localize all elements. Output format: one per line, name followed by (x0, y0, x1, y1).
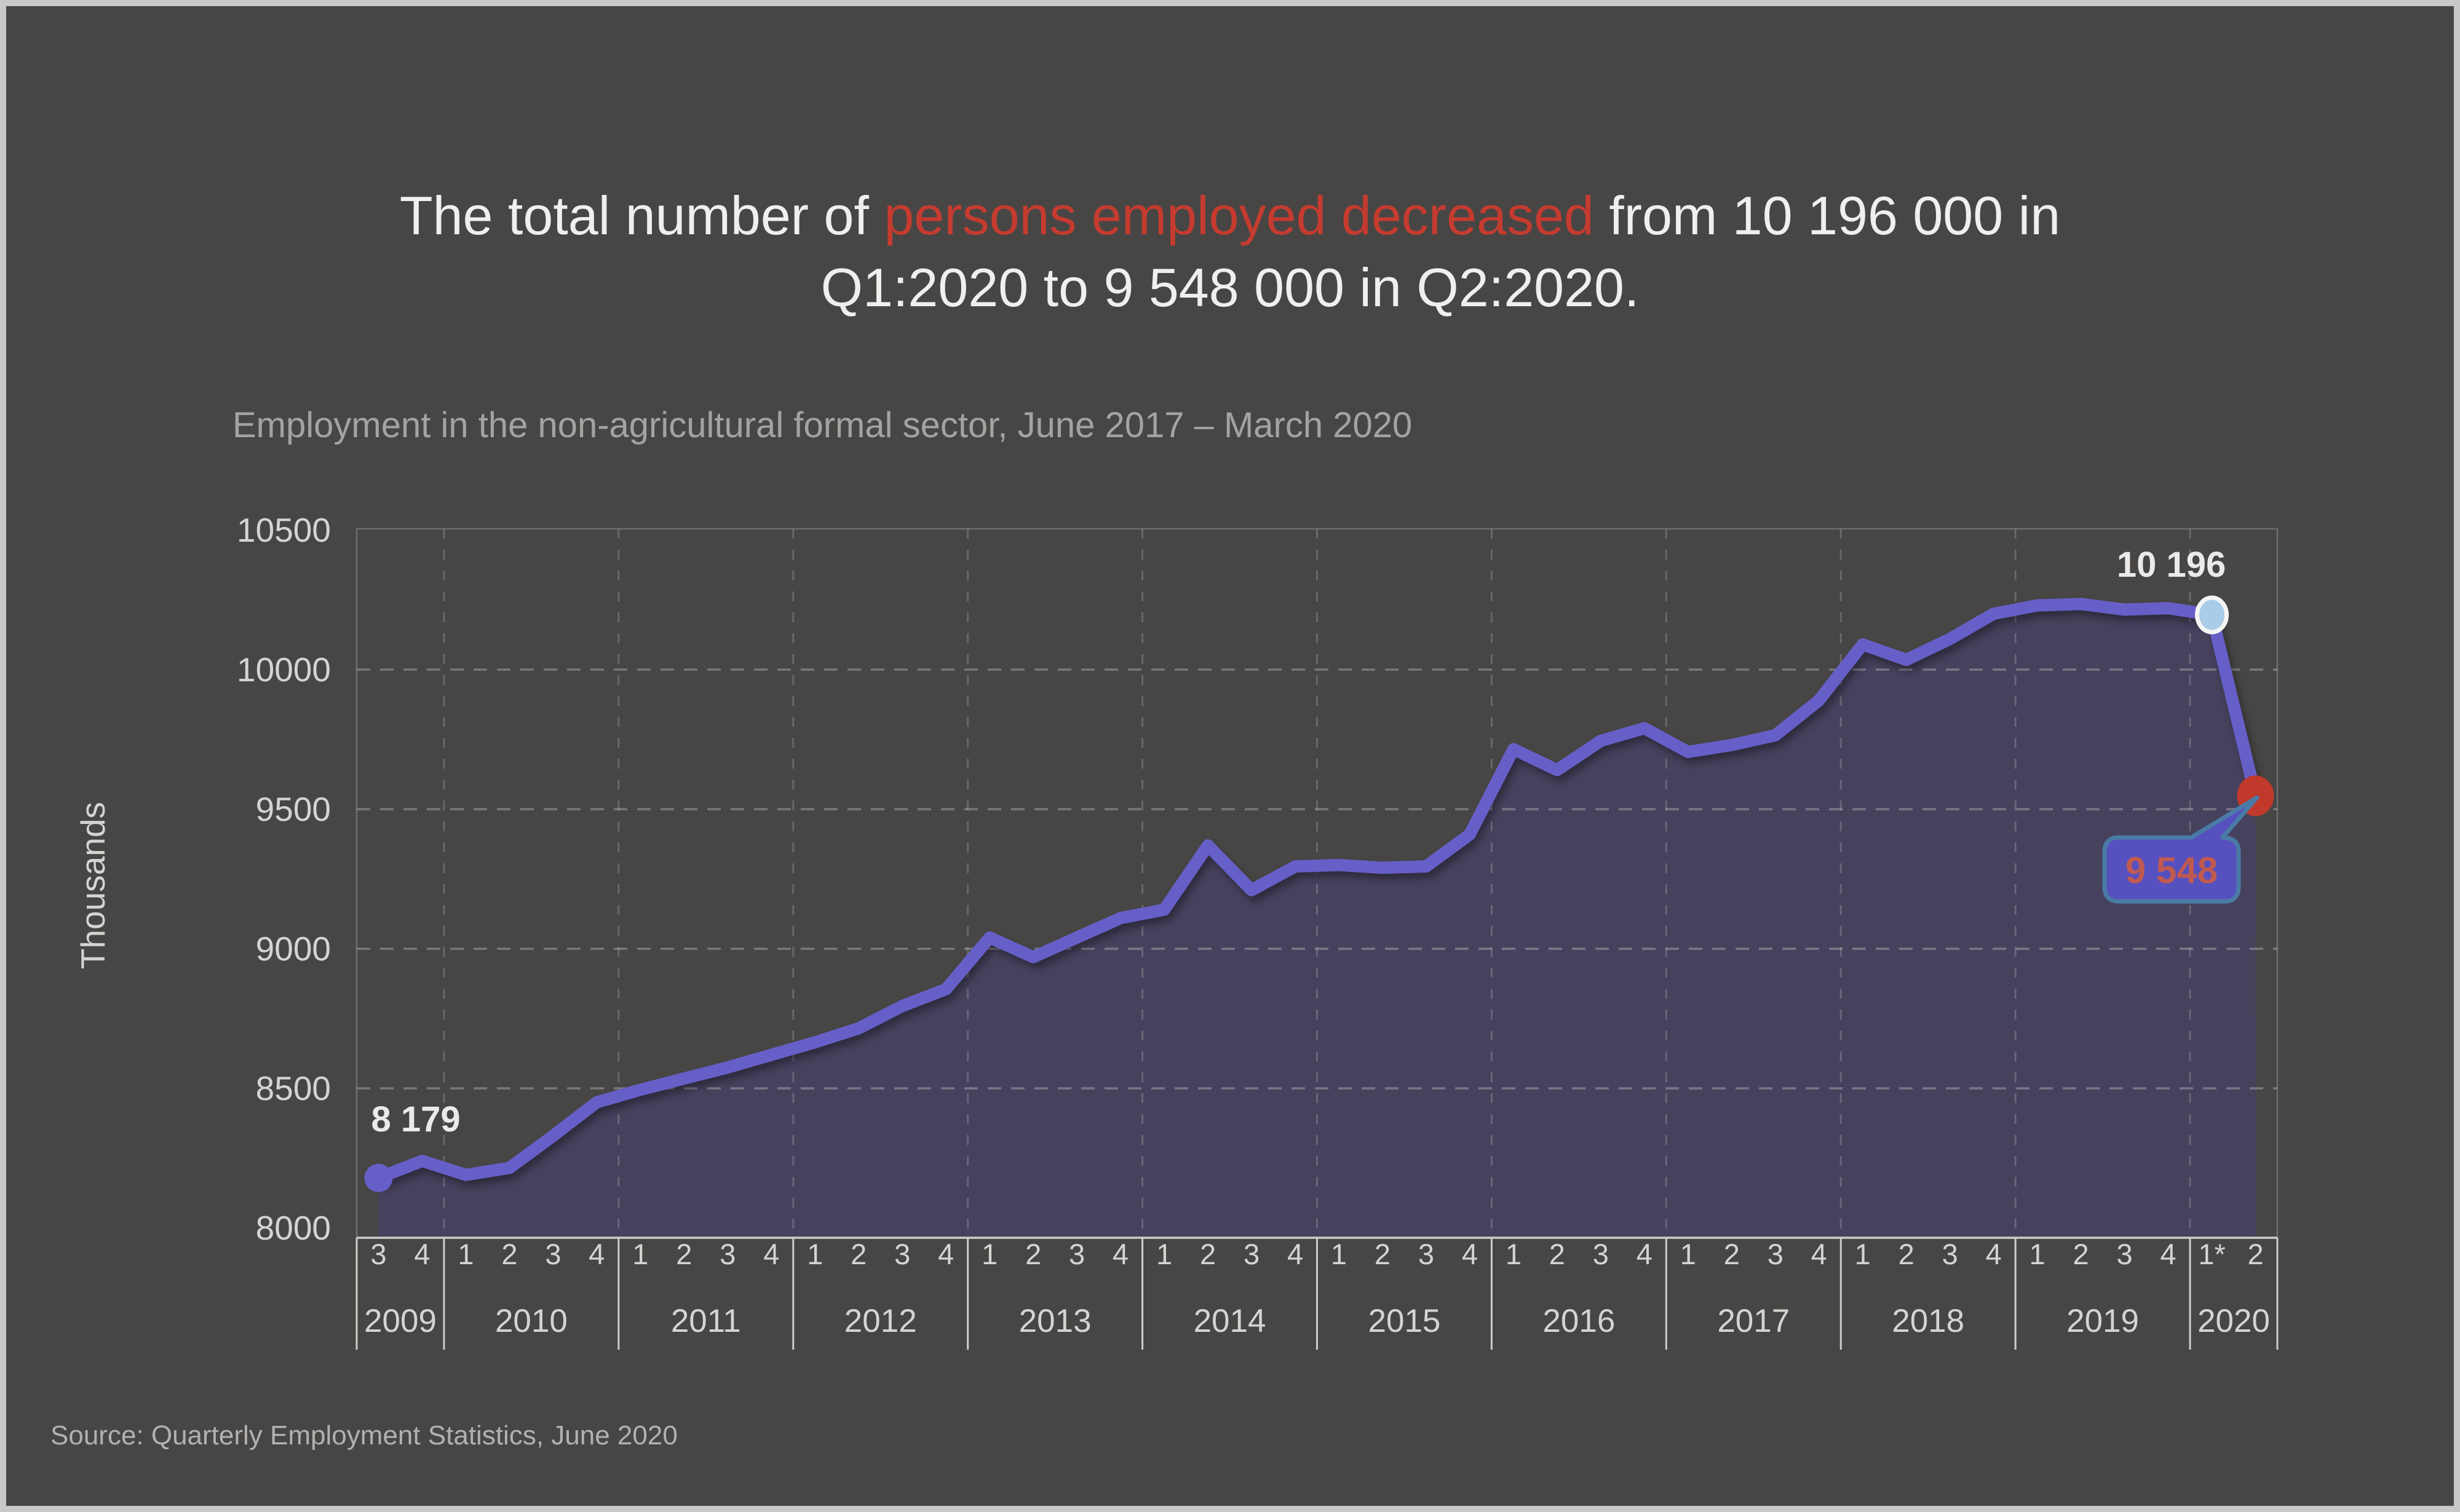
quarter-label: 2 (676, 1238, 692, 1270)
title-line-1: The total number of persons employed dec… (184, 180, 2276, 251)
callout-bubble (2102, 795, 2260, 904)
quarter-label: 2 (2073, 1238, 2089, 1270)
y-tick-label-10500: 10500 (237, 511, 331, 549)
year-label-2010: 2010 (495, 1303, 568, 1339)
title-suffix: from 10 196 000 in (1593, 185, 2061, 246)
quarter-label: 4 (1462, 1238, 1478, 1270)
quarter-label: 4 (1637, 1238, 1653, 1270)
quarter-label: 1 (2030, 1238, 2045, 1270)
title-line-2: Q1:2020 to 9 548 000 in Q2:2020. (820, 257, 1640, 319)
quarter-label: 2 (1549, 1238, 1565, 1270)
start-value-label: 8 179 (371, 1099, 460, 1139)
q1-2020-dot (2195, 595, 2229, 635)
quarter-label: 4 (938, 1238, 954, 1270)
quarter-label: 1 (1855, 1238, 1871, 1270)
quarter-label: 3 (1418, 1238, 1434, 1270)
year-label-2018: 2018 (1892, 1303, 1964, 1339)
title-prefix: The total number of (399, 185, 884, 246)
year-label-2009: 2009 (364, 1303, 437, 1339)
y-tick-label-9500: 9500 (256, 790, 331, 828)
quarter-label: 1 (1331, 1238, 1347, 1270)
quarter-label: 1 (1680, 1238, 1696, 1270)
peak-value-label: 10 196 (2117, 545, 2226, 585)
y-tick-label-10000: 10000 (237, 651, 331, 689)
series-line (372, 598, 2262, 1184)
quarter-label: 4 (1986, 1238, 2002, 1270)
quarter-label: 2 (1899, 1238, 1914, 1270)
quarter-label: 3 (894, 1238, 910, 1270)
y-tick-label-8500: 8500 (256, 1069, 331, 1107)
quarter-label: 2 (851, 1238, 867, 1270)
quarter-label: 3 (2117, 1238, 2133, 1270)
year-label-2015: 2015 (1368, 1303, 1441, 1339)
quarter-label: 1* (2198, 1238, 2225, 1270)
year-label-2011: 2011 (671, 1303, 741, 1339)
quarter-label: 2 (1025, 1238, 1041, 1270)
chart-subtitle: Employment in the non-agricultural forma… (232, 405, 1413, 445)
quarter-label: 1 (632, 1238, 648, 1270)
quarter-label: 1 (458, 1238, 474, 1270)
start-point-dot (364, 1163, 393, 1192)
quarter-label: 1 (1506, 1238, 1522, 1270)
quarter-label: 3 (370, 1238, 386, 1270)
quarter-label: 2 (501, 1238, 517, 1270)
quarter-label: 2 (1200, 1238, 1216, 1270)
quarter-label: 1 (1156, 1238, 1172, 1270)
quarter-label: 4 (1287, 1238, 1303, 1270)
quarter-label: 3 (1942, 1238, 1958, 1270)
quarter-label: 4 (2160, 1238, 2176, 1270)
page-title: The total number of persons employed dec… (184, 180, 2276, 323)
source-note: Source: Quarterly Employment Statistics,… (50, 1420, 678, 1451)
quarter-label: 3 (1593, 1238, 1609, 1270)
quarter-label: 2 (1724, 1238, 1740, 1270)
y-tick-label-8000: 8000 (256, 1209, 331, 1247)
quarter-label: 3 (1069, 1238, 1085, 1270)
area-fill (378, 604, 2256, 1237)
quarter-label: 2 (2247, 1238, 2263, 1270)
year-label-2014: 2014 (1194, 1303, 1266, 1339)
quarter-label: 4 (589, 1238, 605, 1270)
quarter-label: 4 (414, 1238, 430, 1270)
quarter-label: 4 (1113, 1238, 1129, 1270)
year-label-2017: 2017 (1717, 1303, 1790, 1339)
year-label-2019: 2019 (2066, 1303, 2139, 1339)
quarter-label: 3 (545, 1238, 561, 1270)
quarter-label: 1 (807, 1238, 823, 1270)
quarter-label: 3 (720, 1238, 736, 1270)
callout-value-label: 9 548 (2125, 850, 2218, 891)
year-label-2020: 2020 (2197, 1303, 2270, 1339)
quarter-label: 2 (1375, 1238, 1391, 1270)
year-label-2013: 2013 (1019, 1303, 1092, 1339)
year-label-2012: 2012 (844, 1303, 917, 1339)
quarter-label: 3 (1244, 1238, 1260, 1270)
quarter-label: 1 (982, 1238, 998, 1270)
y-axis-title: Thousands (74, 802, 112, 969)
quarter-label: 3 (1768, 1238, 1784, 1270)
quarter-label: 4 (1811, 1238, 1827, 1270)
title-highlight: persons employed decreased (884, 185, 1594, 246)
y-tick-label-9000: 9000 (256, 930, 331, 968)
year-label-2016: 2016 (1542, 1303, 1615, 1339)
quarter-label: 4 (763, 1238, 779, 1270)
